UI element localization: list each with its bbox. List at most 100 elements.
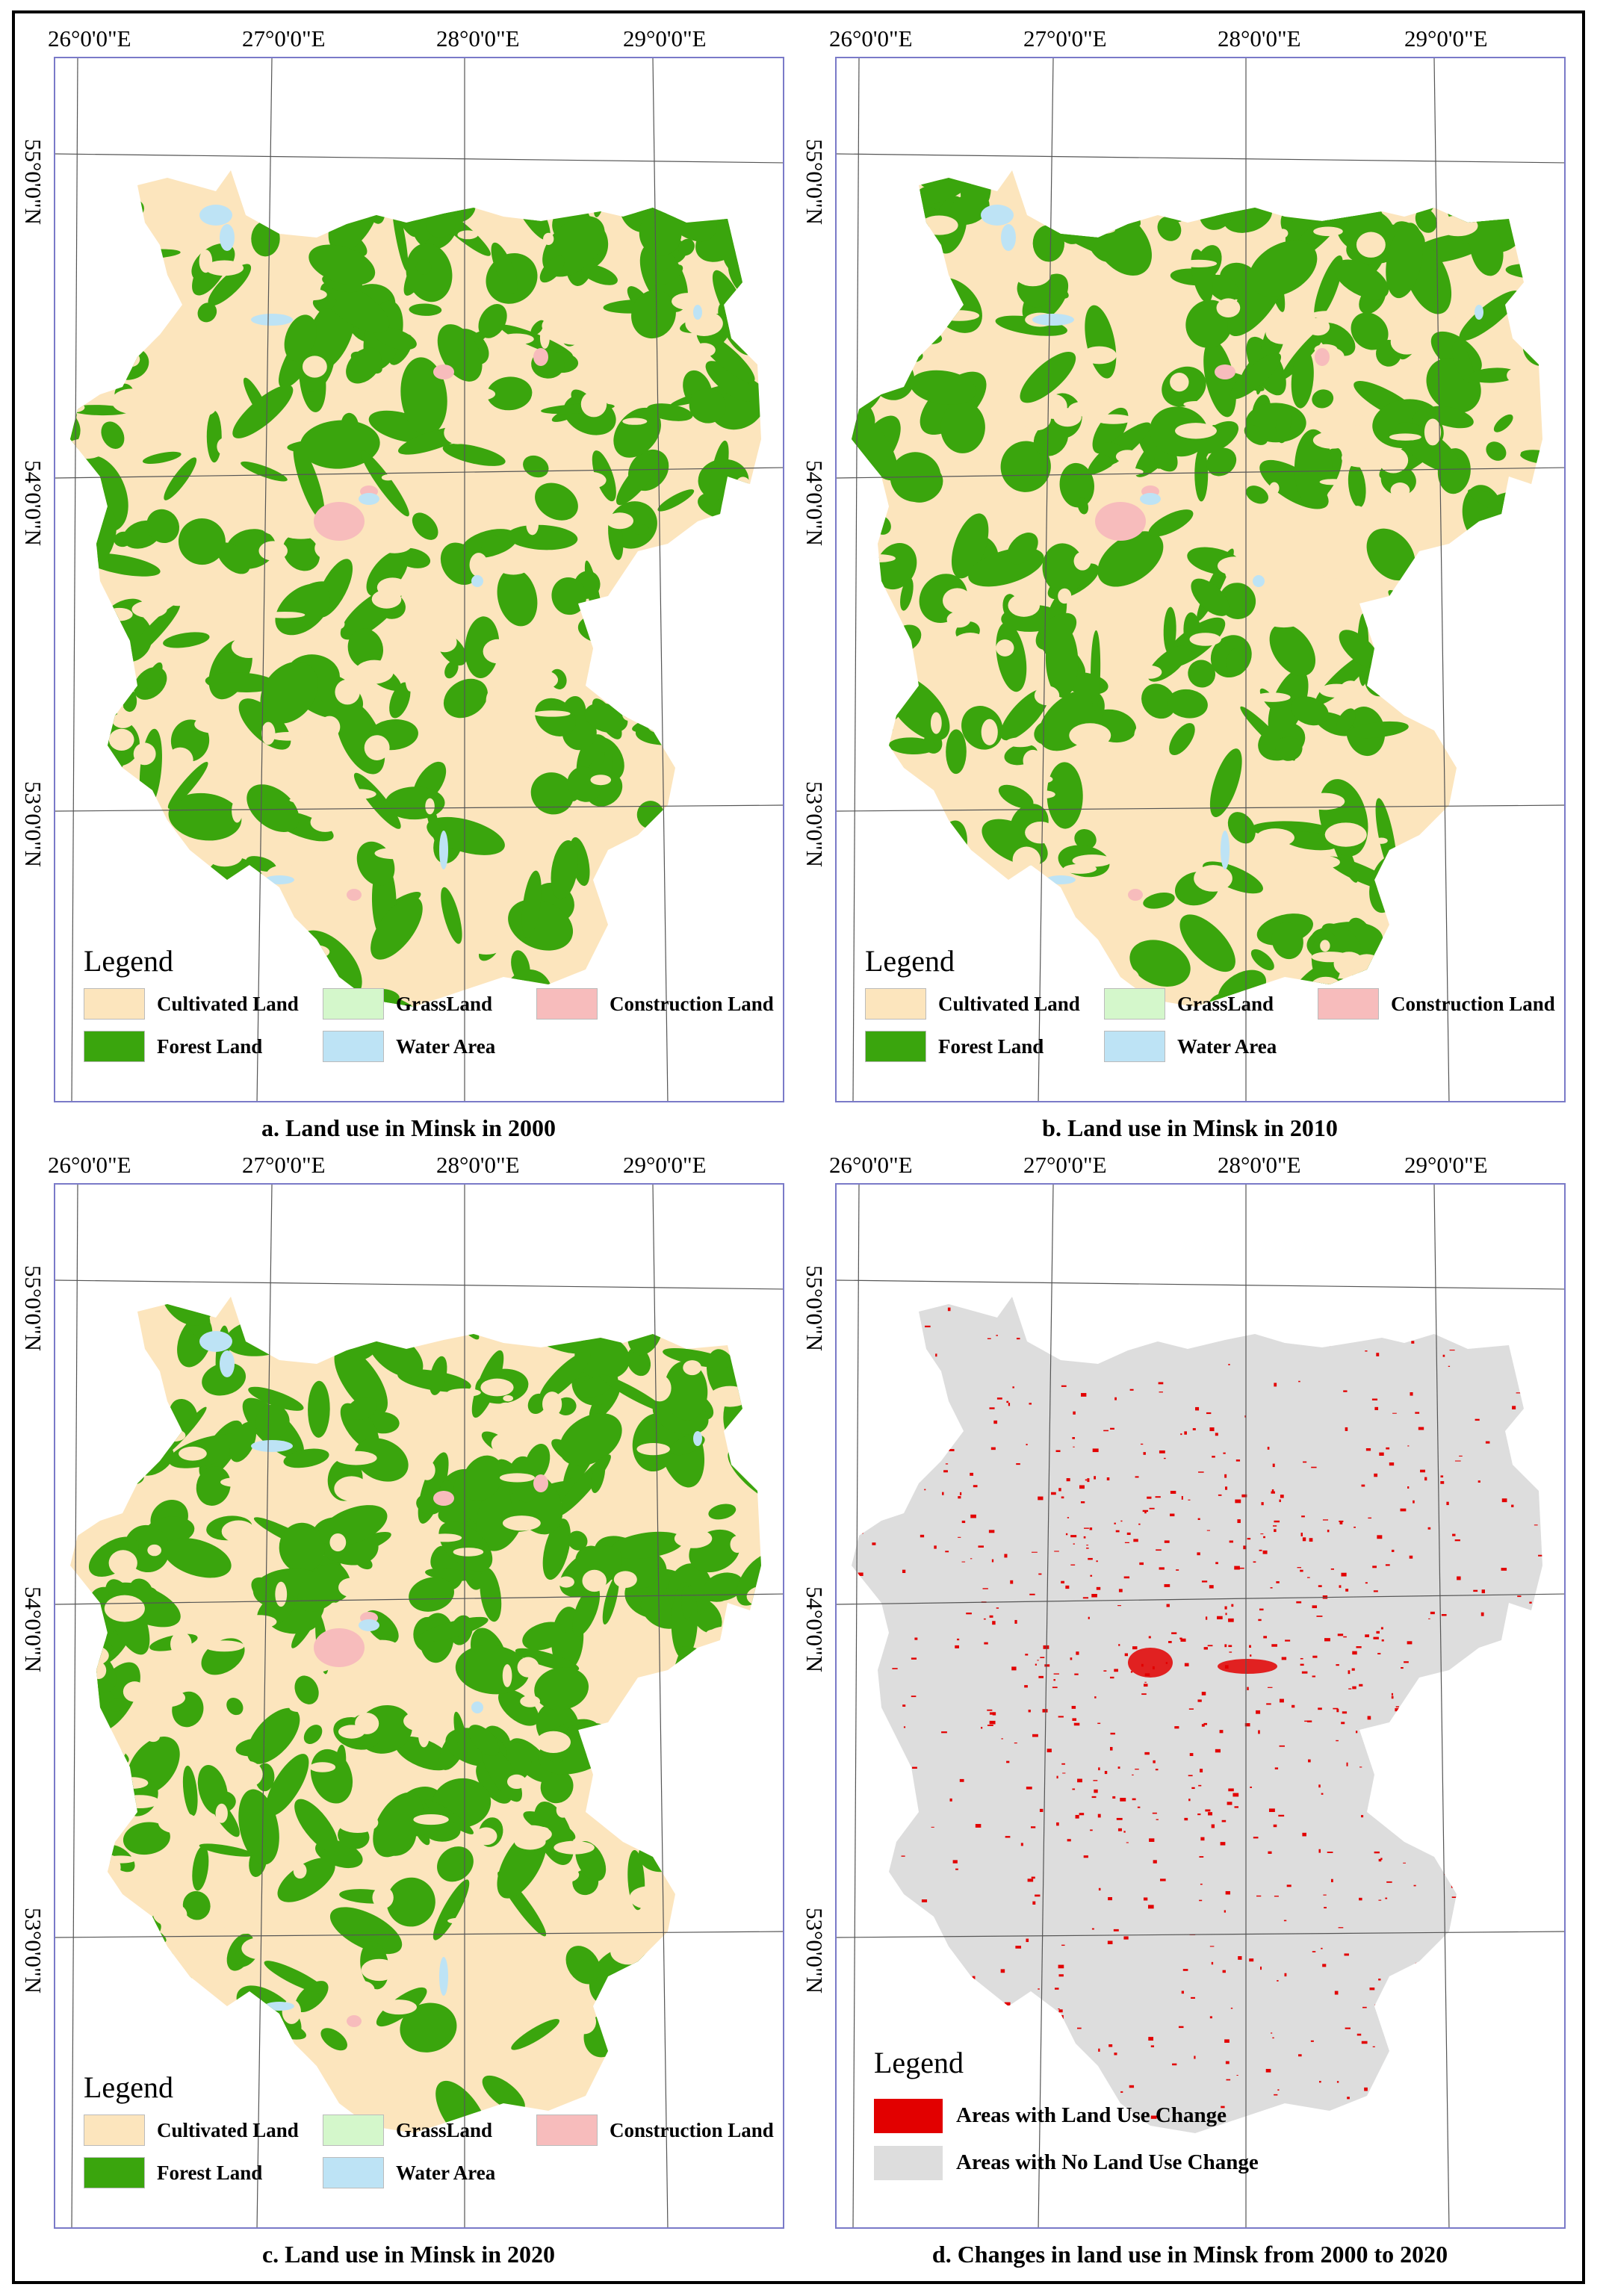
legend-swatch-grass <box>323 988 384 1020</box>
cultivated-patch <box>460 508 471 532</box>
forest-patch <box>1503 697 1534 724</box>
change-pixel <box>1221 2106 1225 2109</box>
cultivated-patch <box>121 352 140 367</box>
change-pixel <box>1448 2133 1451 2135</box>
cultivated-patch <box>98 238 136 254</box>
cultivated-patch <box>491 1433 523 1456</box>
map-panel: 26°0'0"E 27°0'0"E 28°0'0"E 29°0'0"E 55°0'0"N… <box>18 22 799 1150</box>
change-pixel <box>1218 1494 1222 1496</box>
change-pixel <box>1256 1710 1261 1714</box>
change-pixel <box>909 1286 914 1288</box>
change-pixel <box>1029 1403 1032 1405</box>
change-pixel <box>1176 1569 1179 1571</box>
cultivated-patch <box>70 1321 84 1347</box>
cultivated-patch <box>335 679 360 705</box>
cultivated-patch <box>1451 657 1463 676</box>
longitude-label: 29°0'0"E <box>1404 25 1488 52</box>
change-pixel <box>1333 1707 1339 1710</box>
change-pixel <box>1389 1462 1395 1466</box>
forest-patch <box>631 524 650 535</box>
forest-patch <box>586 170 606 184</box>
change-pixel <box>1300 1533 1303 1536</box>
cultivated-patch <box>112 713 134 728</box>
cultivated-patch <box>1023 749 1044 772</box>
legend-label-grass: GrassLand <box>396 2119 493 2141</box>
forest-patch <box>284 187 328 213</box>
forest-patch <box>702 1783 745 1824</box>
change-pixel <box>1321 1947 1323 1949</box>
cultivated-patch <box>677 957 703 968</box>
change-pixel <box>1090 1574 1093 1577</box>
forest-patch <box>360 450 409 517</box>
change-pixel <box>1286 1884 1292 1887</box>
cultivated-patch <box>580 391 607 418</box>
cultivated-patch <box>1311 952 1350 963</box>
cultivated-patch <box>215 1803 228 1823</box>
cultivated-patch <box>123 1681 146 1702</box>
forest-patch <box>696 1766 757 1829</box>
change-pixel <box>1181 1495 1183 1500</box>
change-pixel <box>1322 1519 1329 1521</box>
cultivated-patch <box>372 1886 394 1909</box>
change-pixel <box>1232 1793 1239 1797</box>
forest-patch <box>852 412 899 481</box>
cultivated-patch <box>261 519 303 536</box>
forest-patch <box>551 577 587 615</box>
cultivated-patch <box>133 742 156 766</box>
cultivated-patch <box>1306 179 1348 200</box>
forest-patch <box>389 682 411 719</box>
cultivated-patch <box>651 670 665 688</box>
forest-patch <box>87 1385 117 1424</box>
forest-patch <box>241 2055 280 2095</box>
forest-patch <box>1459 291 1520 341</box>
cultivated-patch <box>1078 225 1115 235</box>
legend-label-change: Areas with Land Use Change <box>956 2103 1227 2127</box>
forest-patch <box>1348 463 1366 508</box>
forest-patch <box>1196 421 1239 454</box>
change-pixel <box>1133 1539 1138 1542</box>
cultivated-patch <box>546 2006 573 2017</box>
forest-patch <box>277 1858 335 1902</box>
forest-patch <box>852 951 862 999</box>
cultivated-patch <box>1082 602 1094 618</box>
change-pixel <box>1348 1670 1351 1675</box>
change-pixel <box>901 1855 905 1857</box>
forest-patch <box>1141 683 1176 719</box>
change-pixel <box>1083 1855 1088 1858</box>
latitude-label: 53°0'0"N <box>20 1908 46 1994</box>
forest-patch <box>1348 721 1409 739</box>
cultivated-patch <box>87 1981 100 2006</box>
change-pixel <box>1347 2097 1350 2100</box>
cultivated-patch <box>1306 317 1330 336</box>
change-pixel <box>1166 1604 1170 1607</box>
change-pixel <box>991 1559 994 1563</box>
forest-patch <box>1406 645 1430 682</box>
cultivated-patch <box>1094 414 1132 424</box>
cultivated-patch <box>921 275 947 283</box>
forest-patch <box>264 1961 326 1994</box>
cultivated-patch <box>1005 737 1035 748</box>
cultivated-patch <box>555 2057 574 2064</box>
cultivated-patch <box>105 1855 137 1864</box>
forest-patch <box>347 628 384 669</box>
cultivated-patch <box>170 1631 192 1657</box>
cultivated-patch <box>1025 822 1056 844</box>
cultivated-patch <box>542 1391 562 1417</box>
change-pixel <box>1091 1796 1097 1799</box>
legend-label-grass: GrassLand <box>1177 993 1274 1015</box>
forest-patch <box>125 604 180 663</box>
latitude-label: 55°0'0"N <box>801 1265 828 1352</box>
forest-patch <box>734 1858 761 1885</box>
change-pixel <box>1316 1616 1323 1617</box>
cultivated-patch <box>140 877 167 889</box>
change-pixel <box>1510 1721 1514 1723</box>
change-pixel <box>1008 1403 1011 1406</box>
forest-patch <box>572 1585 601 1636</box>
change-pixel <box>1519 1884 1524 1887</box>
change-pixel <box>1462 2088 1464 2091</box>
change-pixel <box>1061 1763 1065 1765</box>
cultivated-patch <box>302 356 327 378</box>
forest-patch <box>645 624 701 675</box>
cultivated-patch <box>1528 477 1539 500</box>
change-pixel <box>1098 2048 1100 2052</box>
